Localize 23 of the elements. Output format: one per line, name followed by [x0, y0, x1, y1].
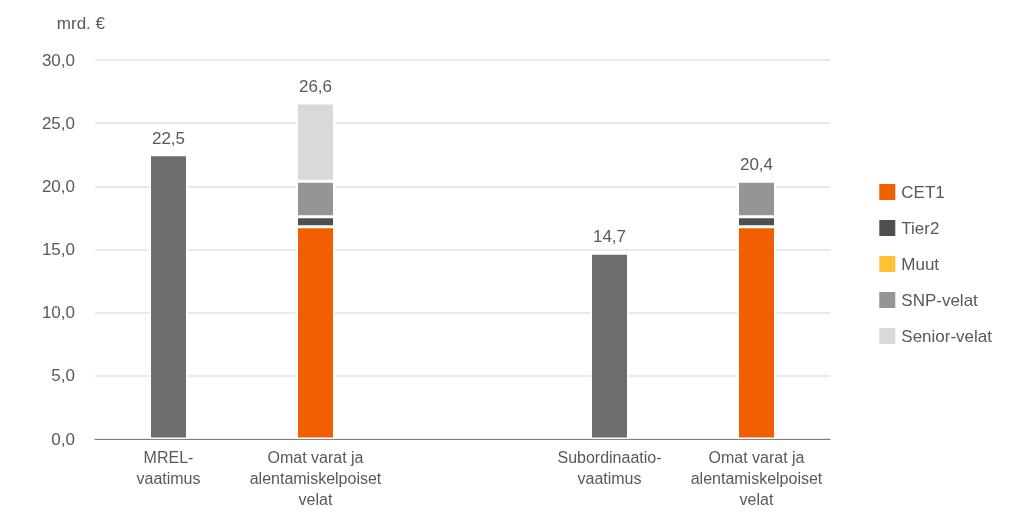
total-label: 22,5	[151, 128, 186, 148]
legend-label: CET1	[901, 182, 945, 202]
legend-label: Tier2	[901, 218, 940, 238]
total-label: 14,7	[592, 227, 627, 247]
x-tick-label: Omat varat ja alentamiskelpoiset velat	[249, 449, 382, 508]
y-axis-title: mrd. €	[56, 14, 106, 33]
y-tick-label: 20,0	[41, 176, 75, 196]
y-tick-label: 5,0	[51, 366, 75, 386]
y-tick-label: 30,0	[41, 50, 75, 70]
legend-label: Muut	[901, 254, 940, 274]
legend-label: Senior-velat	[901, 326, 993, 346]
x-tick-label: Subordinaatio-vaatimus	[557, 449, 662, 487]
bar	[149, 154, 188, 439]
y-tick-label: 25,0	[41, 113, 75, 133]
x-tick-label: Omat varat ja alentamiskelpoiset velat	[690, 449, 823, 508]
total-label: 20,4	[739, 155, 774, 175]
x-tick-label: MREL-vaatimus	[136, 449, 201, 487]
legend-label: SNP-velat	[901, 290, 979, 310]
bar	[590, 253, 629, 439]
y-tick-label: 10,0	[41, 303, 75, 323]
y-tick-label: 0,0	[51, 429, 75, 449]
total-label: 26,6	[298, 76, 333, 96]
y-tick-label: 15,0	[41, 240, 75, 259]
